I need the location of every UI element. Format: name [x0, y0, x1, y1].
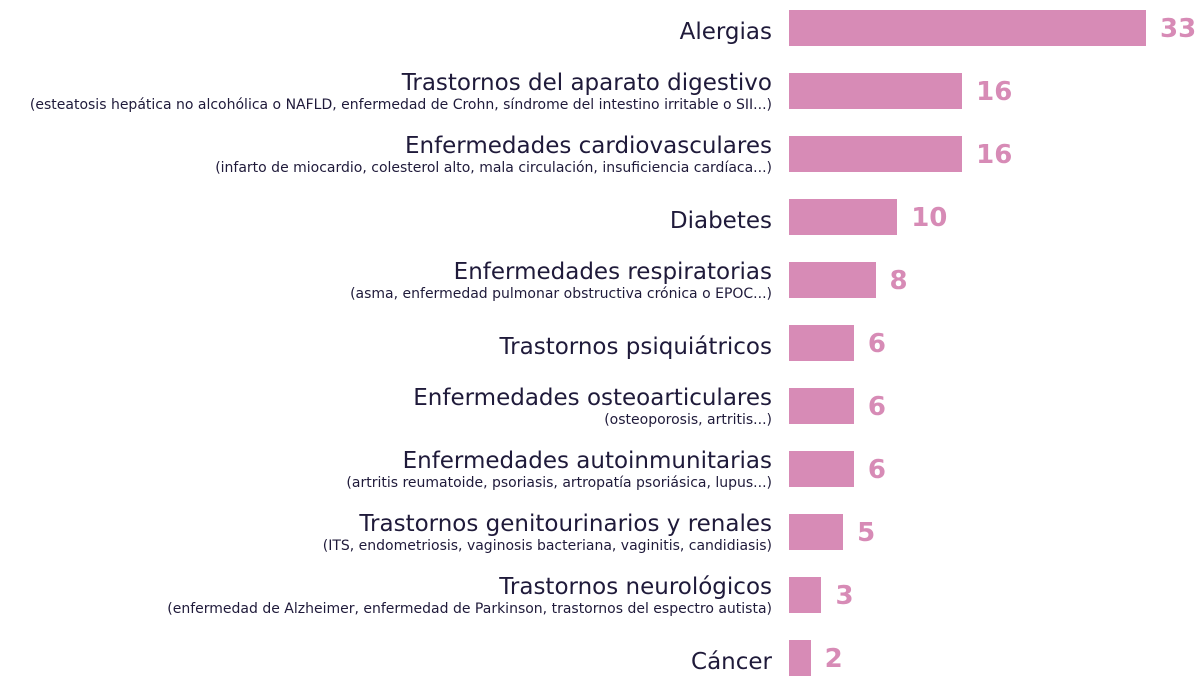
category-detail: (asma, enfermedad pulmonar obstructiva c…: [350, 286, 772, 302]
bar: [789, 577, 822, 613]
value-label: 16: [976, 77, 1013, 107]
category-name: Enfermedades respiratorias: [453, 259, 772, 285]
category-label: Trastornos genitourinarios y renales (ITS…: [6, 510, 772, 555]
bar: [789, 73, 963, 109]
category-label: Enfermedades osteoarticulares (osteoporos…: [6, 384, 772, 429]
value-label: 6: [867, 455, 886, 485]
category-detail: (artritis reumatoide, psoriasis, artropa…: [346, 475, 772, 491]
value-label: 3: [835, 581, 854, 611]
category-name: Trastornos psiquiátricos: [499, 334, 773, 360]
bar: [789, 199, 898, 235]
bar: [789, 640, 811, 676]
bar: [789, 262, 876, 298]
category-label: Diabetes: [6, 207, 772, 235]
category-detail: (ITS, endometriosis, vaginosis bacterian…: [322, 538, 772, 554]
category-name: Enfermedades cardiovasculares: [404, 133, 772, 159]
category-name: Trastornos neurológicos: [499, 574, 772, 600]
bar: [789, 514, 844, 550]
category-detail: (esteatosis hepática no alcohólica o NAF…: [29, 97, 772, 113]
category-name: Cáncer: [691, 649, 772, 675]
category-name: Alergias: [679, 19, 772, 45]
category-detail: (infarto de miocardio, colesterol alto, …: [215, 160, 772, 176]
bar: [789, 10, 1147, 46]
category-detail: (osteoporosis, artritis...): [604, 412, 772, 428]
category-name: Enfermedades osteoarticulares: [413, 385, 772, 411]
category-label: Enfermedades cardiovasculares (infarto de…: [6, 132, 772, 177]
category-detail: (enfermedad de Alzheimer, enfermedad de …: [167, 601, 772, 617]
category-label: Enfermedades respiratorias (asma, enferme…: [6, 258, 772, 303]
bar: [789, 388, 854, 424]
category-name: Trastornos del aparato digestivo: [401, 70, 772, 96]
bar: [789, 325, 854, 361]
value-label: 6: [867, 392, 886, 422]
value-label: 6: [867, 329, 886, 359]
bar: [789, 451, 854, 487]
category-label: Trastornos neurológicos (enfermedad de Al…: [6, 573, 772, 618]
category-label: Trastornos del aparato digestivo (esteato…: [6, 69, 772, 114]
bar: [789, 136, 963, 172]
value-label: 16: [976, 140, 1013, 170]
value-label: 2: [824, 644, 843, 674]
category-label: Enfermedades autoinmunitarias (artritis r…: [6, 447, 772, 492]
value-label: 8: [889, 266, 908, 296]
category-name: Enfermedades autoinmunitarias: [402, 448, 772, 474]
category-name: Trastornos genitourinarios y renales: [359, 511, 772, 537]
value-label: 33: [1160, 14, 1197, 44]
category-label: Cáncer: [6, 648, 772, 676]
value-label: 5: [857, 518, 876, 548]
category-label: Trastornos psiquiátricos: [6, 333, 773, 361]
category-label: Alergias: [6, 18, 772, 46]
category-name: Diabetes: [669, 208, 772, 234]
value-label: 10: [911, 203, 948, 233]
